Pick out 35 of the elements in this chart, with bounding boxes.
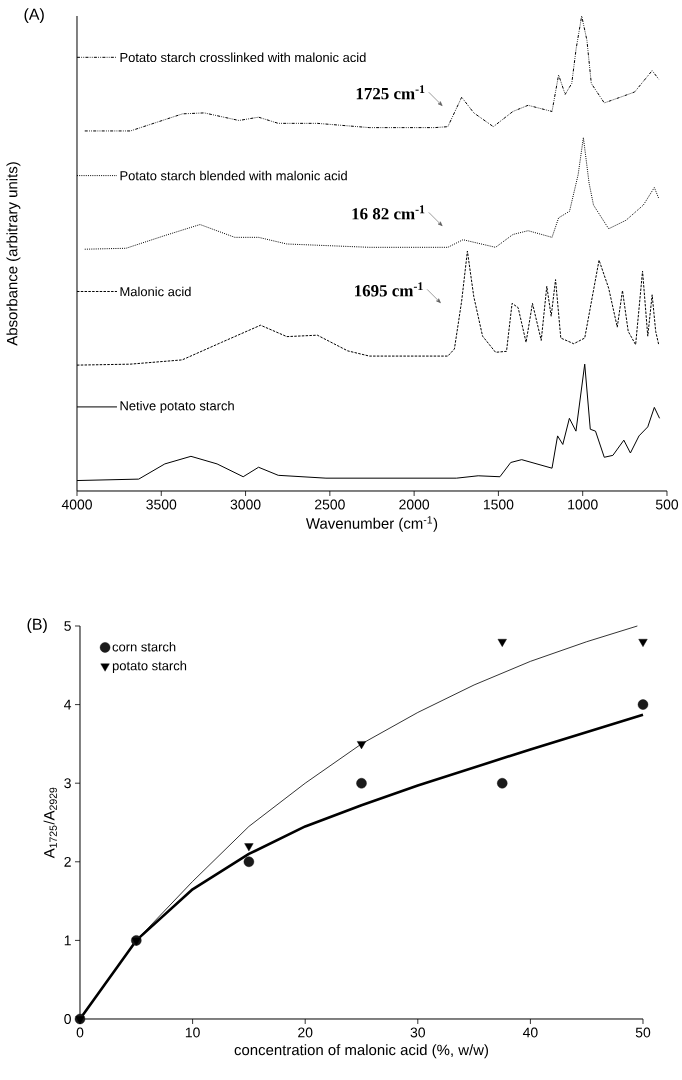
- legend-label: potato starch: [112, 660, 187, 673]
- x-tick-label: 4000: [61, 499, 92, 510]
- x-tick-label: 40: [522, 1027, 538, 1038]
- x-axis-title: concentration of malonic acid (%, w/w): [234, 1044, 489, 1059]
- annotation: 16 82 cm$^{-1}$: [352, 205, 425, 220]
- x-tick-label: 50: [635, 1027, 651, 1038]
- x-tick-label: 10: [185, 1027, 200, 1038]
- legend-label: Potato starch blended with malonic acid: [120, 170, 347, 181]
- legend-label: corn starch: [112, 641, 176, 652]
- y-tick-label: 5: [64, 621, 71, 631]
- x-tick-label: 1000: [568, 499, 598, 510]
- chart-title: (B): [27, 618, 47, 634]
- x-tick-label: 2000: [399, 499, 430, 510]
- x-tick-label: 30: [410, 1027, 426, 1038]
- x-tick-label: 3000: [230, 499, 261, 510]
- x-tick-label: 500: [655, 499, 679, 510]
- annotation: 1725 cm$^{-1}$: [356, 85, 425, 100]
- x-tick-label: 1500: [483, 499, 514, 510]
- y-tick-label: 3: [64, 778, 71, 789]
- chart-title: (A): [24, 8, 44, 24]
- y-tick-label: 4: [64, 699, 72, 710]
- x-tick-label: 3500: [146, 499, 177, 510]
- y-tick-label: 2: [64, 856, 71, 867]
- legend-label: Potato starch crosslinked with malonic acid: [120, 52, 366, 63]
- legend-label: Malonic acid: [120, 286, 191, 297]
- x-tick-label: 0: [76, 1027, 84, 1038]
- annotation: 1695 cm$^{-1}$: [355, 282, 423, 297]
- x-axis-title: Wavenumber (cm$^{-1}$): [306, 516, 438, 532]
- legend-label: Netive potato starch: [120, 400, 234, 413]
- x-tick-label: 2500: [315, 499, 345, 510]
- y-tick-label: 0: [64, 1014, 71, 1024]
- y-axis-title: A$_{1725}$/A$_{2929}$: [43, 787, 57, 859]
- x-tick-label: 20: [298, 1027, 313, 1038]
- y-tick-label: 1: [64, 935, 71, 946]
- y-axis-title: Absorbance (arbitrary units): [6, 162, 21, 346]
